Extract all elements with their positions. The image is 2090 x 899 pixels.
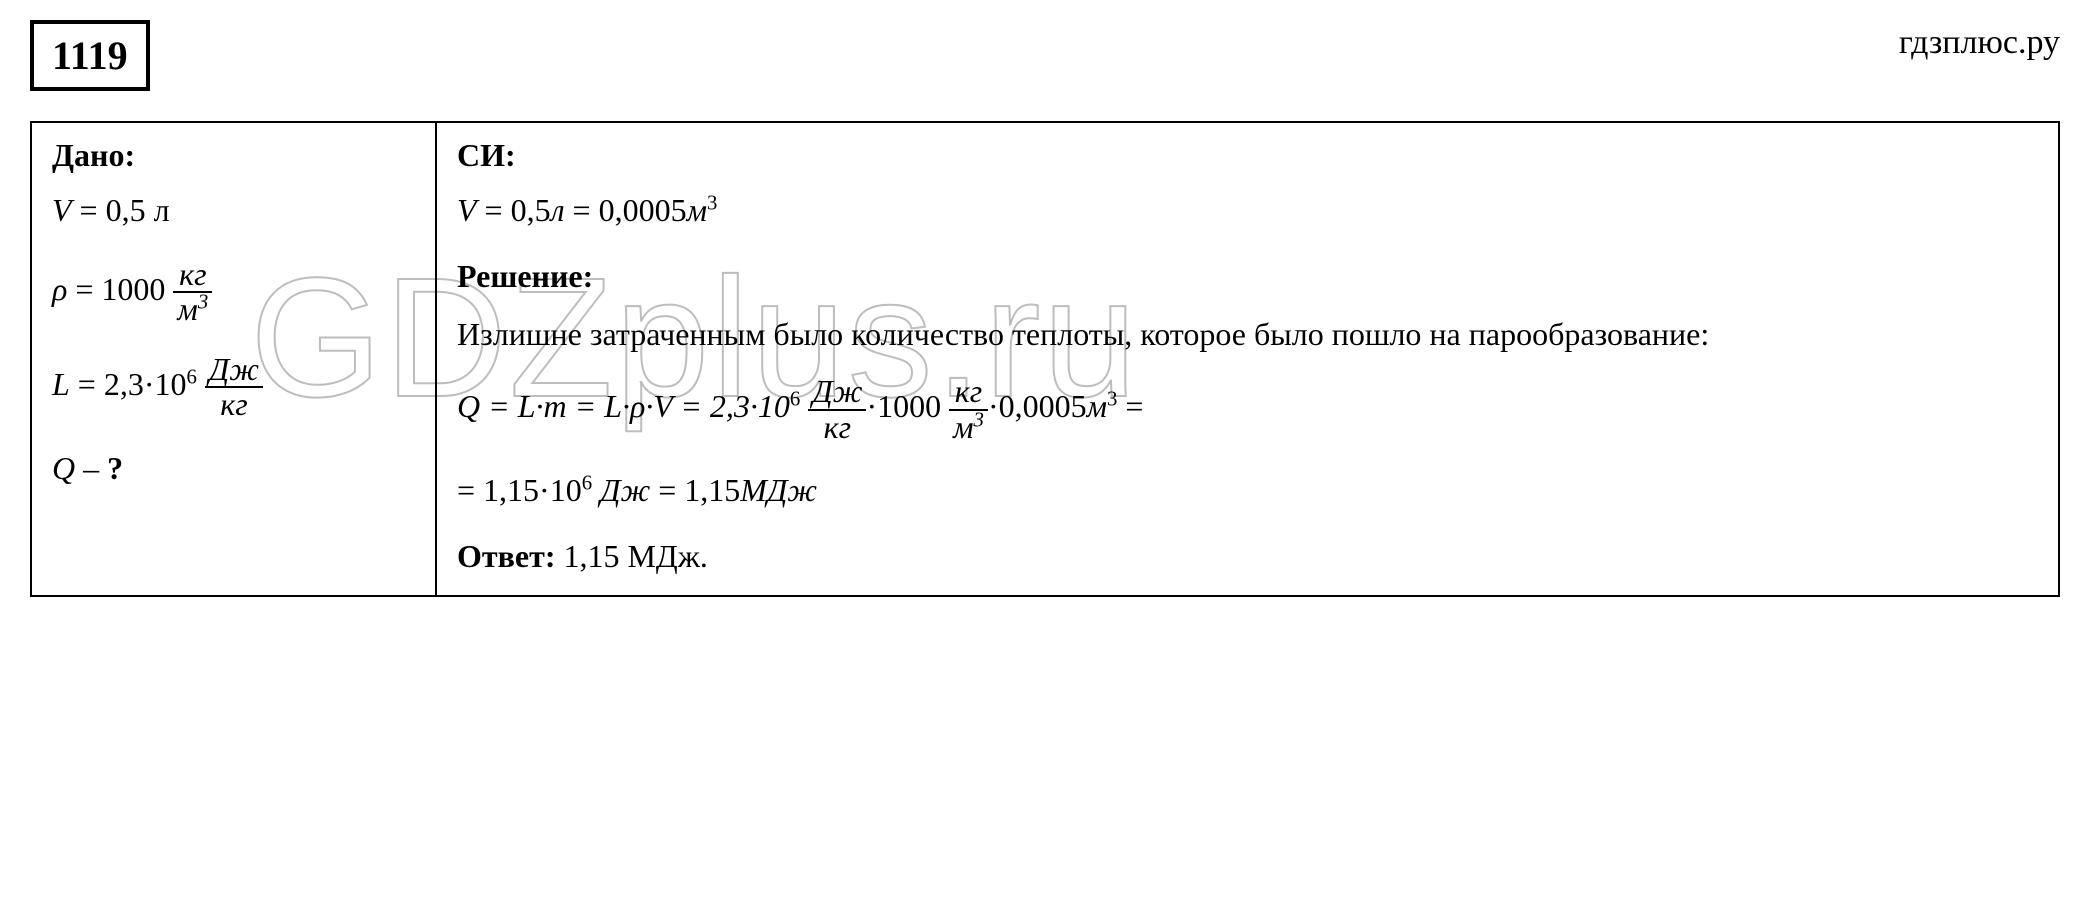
answer-label: Ответ:: [457, 538, 555, 574]
si-V-text2: = 0,0005: [565, 192, 687, 228]
given-L-prefix: = 2,3·10: [70, 366, 187, 402]
given-Q: Q – ?: [52, 448, 415, 490]
formula2-exp: 6: [582, 472, 592, 495]
given-L: L = 2,3·106 Джкг: [52, 353, 415, 422]
var-V: V: [457, 192, 477, 228]
si-title: СИ:: [457, 137, 2038, 174]
si-V-unit2-sup: 3: [707, 191, 717, 214]
given-L-exp: 6: [187, 365, 197, 388]
frac-den-sup: 3: [974, 408, 984, 431]
frac-kg-m3: кгм3: [173, 258, 212, 327]
given-rho: ρ = 1000 кгм3: [52, 258, 415, 327]
frac-J-kg: Джкг: [205, 353, 263, 422]
frac-num: Дж: [205, 353, 263, 389]
formula1-tail: =: [1117, 388, 1143, 424]
frac-den: кг: [205, 388, 263, 422]
frac-num: кг: [173, 258, 212, 294]
formula2-unit1: Дж: [592, 472, 650, 508]
formula1-mid2: ·0,0005: [988, 388, 1087, 424]
formula-line-1: Q = L·m = L·ρ·V = 2,3·106 Джкг·1000 кгм3…: [457, 375, 2038, 444]
given-V: V = 0,5 л: [52, 190, 415, 232]
frac-den: м3: [173, 293, 212, 327]
frac-J-kg-2: Джкг: [808, 375, 866, 444]
explanation-text: Излишне затраченным было количество тепл…: [457, 311, 2038, 357]
answer-line: Ответ: 1,15 МДж.: [457, 538, 2038, 575]
given-title: Дано:: [52, 137, 415, 174]
formula1-lhs: Q = L·m = L·ρ·V = 2,3·10: [457, 388, 790, 424]
formula1-unit-base: м: [1087, 388, 1107, 424]
source-site: гдзплюс.ру: [1899, 20, 2060, 62]
header-row: 1119 гдзплюс.ру: [30, 20, 2060, 91]
si-V-unit2-base: м: [687, 192, 707, 228]
answer-value: 1,15 МДж.: [555, 538, 707, 574]
formula-line-2: = 1,15·106 Дж = 1,15МДж: [457, 470, 2038, 512]
given-cell: Дано: V = 0,5 л ρ = 1000 кгм3 L = 2,3·10…: [31, 122, 436, 596]
problem-number: 1119: [30, 20, 150, 91]
formula2-mid: = 1,15: [650, 472, 740, 508]
var-V: V: [52, 192, 72, 228]
given-Q-mark: ?: [107, 450, 123, 486]
formula1-sp1: [800, 388, 808, 424]
solution-table: Дано: V = 0,5 л ρ = 1000 кгм3 L = 2,3·10…: [30, 121, 2060, 597]
given-rho-prefix: = 1000: [67, 271, 173, 307]
frac-num: кг: [949, 375, 988, 411]
given-L-space: [197, 366, 205, 402]
frac-den: м3: [949, 411, 988, 445]
formula2-unit2: МДж: [740, 472, 817, 508]
given-V-value: = 0,5 л: [72, 192, 170, 228]
var-L: L: [52, 366, 70, 402]
formula1-exp1: 6: [790, 387, 800, 410]
frac-den: кг: [808, 411, 866, 445]
frac-den-base: м: [177, 291, 197, 327]
resh-title: Решение:: [457, 258, 2038, 295]
si-V: V = 0,5л = 0,0005м3: [457, 190, 2038, 232]
frac-den-sup: 3: [198, 291, 208, 314]
var-rho: ρ: [52, 271, 67, 307]
solution-cell: СИ: V = 0,5л = 0,0005м3 Решение: Излишне…: [436, 122, 2059, 596]
formula2-lead: = 1,15·10: [457, 472, 582, 508]
frac-kg-m3-2: кгм3: [949, 375, 988, 444]
given-Q-sep: –: [75, 450, 107, 486]
var-Q: Q: [52, 450, 75, 486]
frac-num: Дж: [808, 375, 866, 411]
frac-den-base: м: [953, 409, 973, 445]
si-V-unit1: л: [551, 192, 565, 228]
si-V-text1: = 0,5: [477, 192, 551, 228]
formula1-mid1: ·1000: [866, 388, 949, 424]
formula1-unit-sup: 3: [1107, 387, 1117, 410]
